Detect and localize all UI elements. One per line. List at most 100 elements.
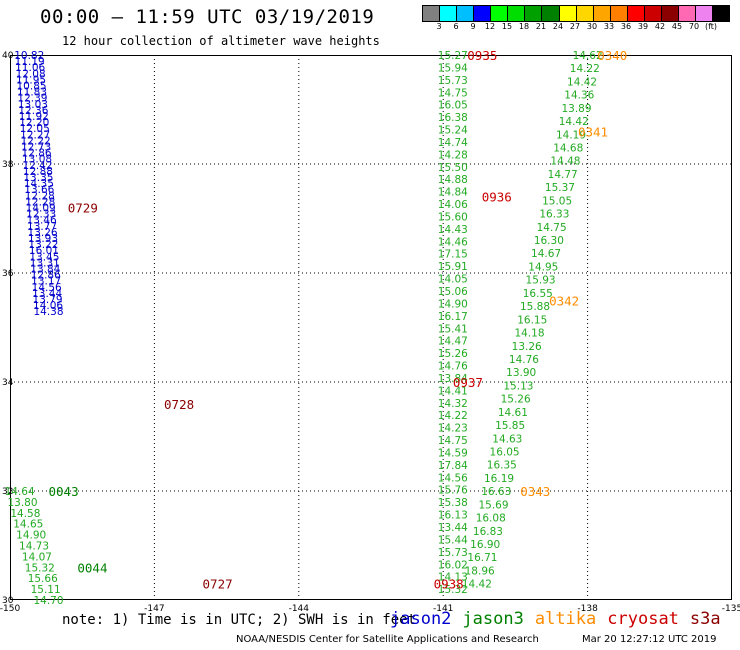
- color-scale-label: 30: [586, 22, 598, 31]
- wave-height-value: 11.06: [15, 62, 45, 74]
- wave-height-value: 13.79: [33, 294, 63, 306]
- wave-height-value: 15.94: [438, 62, 468, 74]
- wave-height-value: 13.93: [28, 233, 58, 245]
- wave-height-value: 12.28: [25, 196, 55, 208]
- wave-height-value: 16.02: [438, 559, 468, 571]
- wave-height-value: 15.85: [495, 420, 525, 432]
- wave-height-value: 13.17: [31, 276, 61, 288]
- pass-time-label: 0043: [49, 484, 79, 499]
- x-tick-label: -135: [722, 604, 740, 614]
- wave-height-value: 12.39: [17, 93, 47, 105]
- x-tick-label: -141: [433, 604, 453, 614]
- wave-height-value: 12.36: [18, 105, 48, 117]
- wave-height-value: 15.24: [438, 125, 468, 137]
- wave-height-value: 14.56: [32, 282, 62, 294]
- wave-height-value: 16.05: [438, 100, 468, 112]
- wave-height-value: 14.43: [438, 224, 468, 236]
- color-scale-label: 70: [688, 22, 700, 31]
- wave-height-value: 12.22: [21, 135, 51, 147]
- wave-height-value: 14.65: [13, 519, 43, 531]
- wave-height-value: 14.90: [16, 530, 46, 542]
- color-scale-label: 18: [518, 22, 530, 31]
- wave-height-value: 14.22: [438, 410, 468, 422]
- pass-time-label: 0340: [597, 48, 627, 63]
- satellite-legend-s3a: s3a: [689, 609, 721, 629]
- wave-height-value: 16.13: [438, 510, 468, 522]
- wave-height-value: 13.08: [22, 154, 52, 166]
- wave-height-value: 14.64: [5, 486, 35, 498]
- wave-height-value: 14.76: [509, 354, 539, 366]
- x-tick-label: -138: [577, 604, 598, 614]
- wave-height-value: 15.38: [438, 497, 468, 509]
- wave-height-value: 14.46: [438, 236, 468, 248]
- wave-height-value: 16.35: [487, 460, 517, 472]
- wave-height-value: 13.26: [512, 341, 542, 353]
- wave-height-value: 15.37: [545, 182, 575, 194]
- pass-time-label: 0937: [453, 375, 483, 390]
- wave-height-value: 14.74: [438, 137, 468, 149]
- pass-time-label: 0343: [520, 484, 550, 499]
- wave-height-value: 14.70: [33, 595, 63, 607]
- wave-height-value: 12.42: [22, 160, 52, 172]
- wave-height-value: 15.11: [31, 584, 61, 596]
- wave-height-value: 14.58: [10, 508, 40, 520]
- wave-height-value: 11.83: [17, 87, 47, 99]
- wave-height-value: 14.75: [438, 435, 468, 447]
- color-scale-label: 6: [453, 22, 459, 31]
- wave-height-value: 13.77: [27, 221, 57, 233]
- wave-height-value: 15.73: [438, 547, 468, 559]
- wave-height-value: 16.19: [484, 473, 514, 485]
- generation-timestamp: Mar 20 12:27:12 UTC 2019: [582, 634, 717, 645]
- credit-text: NOAA/NESDIS Center for Satellite Applica…: [236, 634, 539, 645]
- color-scale-label: 36: [620, 22, 632, 31]
- color-swatch: [457, 6, 475, 21]
- color-scale-label: 21: [535, 22, 547, 31]
- color-scale-label: 39: [637, 22, 649, 31]
- wave-height-value: 15.27: [438, 50, 468, 62]
- satellite-legend-altika: altika: [534, 609, 597, 629]
- wave-height-value: 11.95: [16, 74, 46, 86]
- wave-height-value: 12.73: [21, 141, 51, 153]
- wave-height-value: 15.93: [526, 275, 556, 287]
- color-scale-label: (ft): [704, 22, 718, 31]
- wave-height-value: 14.48: [550, 156, 580, 168]
- wave-height-value: 15.69: [478, 499, 508, 511]
- wave-height-value: 15.41: [438, 323, 468, 335]
- wave-height-value: 16.01: [29, 245, 59, 257]
- wave-height-value: 12.20: [19, 117, 49, 129]
- wave-height-value: 15.88: [520, 301, 550, 313]
- wave-height-value: 14.59: [438, 447, 468, 459]
- wave-height-value: 16.33: [539, 209, 569, 221]
- wave-height-value: 16.05: [490, 446, 520, 458]
- y-tick-label: 38: [2, 160, 14, 170]
- y-tick-label: 36: [2, 269, 14, 279]
- wave-height-value: 12.27: [20, 129, 50, 141]
- wave-height-value: 14.68: [553, 143, 583, 155]
- y-tick-label: 34: [2, 378, 14, 388]
- color-swatch: [661, 6, 679, 21]
- satellite-legend-cryosat: cryosat: [607, 609, 679, 629]
- wave-height-value: 16.08: [476, 513, 506, 525]
- wave-height-value: 12.05: [20, 123, 50, 135]
- wave-height-value: 16.55: [523, 288, 553, 300]
- wave-height-value: 14.61: [498, 407, 528, 419]
- wave-height-value: 14.06: [33, 300, 63, 312]
- wave-height-value: 14.05: [438, 274, 468, 286]
- wave-height-value: 14.75: [438, 87, 468, 99]
- color-swatch: [440, 6, 458, 21]
- wave-height-value: 11.19: [15, 56, 45, 68]
- pass-time-label: 0727: [203, 577, 233, 592]
- wave-height-value: 14.42: [567, 76, 597, 88]
- color-swatch: [491, 6, 509, 21]
- color-swatch: [610, 6, 628, 21]
- wave-height-value: 15.66: [28, 573, 58, 585]
- color-swatch: [576, 6, 594, 21]
- wave-height-value: 14.56: [438, 472, 468, 484]
- x-tick-label: -144: [289, 604, 310, 614]
- color-scale-label: 33: [603, 22, 615, 31]
- wave-height-value: 13.26: [28, 227, 58, 239]
- wave-height-value: 13.03: [18, 99, 48, 111]
- y-tick-label: 30: [2, 596, 14, 606]
- wave-height-value: 14.62: [573, 50, 603, 62]
